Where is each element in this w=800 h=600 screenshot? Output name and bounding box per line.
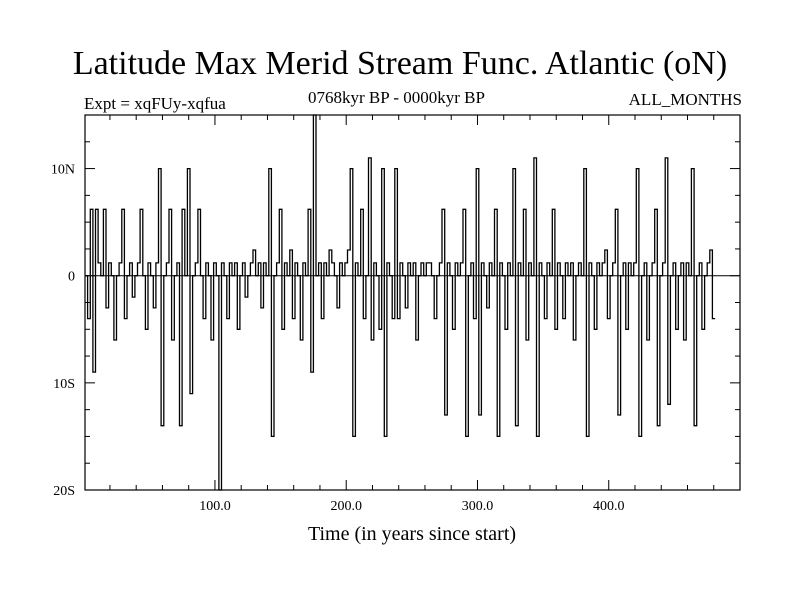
months-label: ALL_MONTHS [628, 90, 742, 109]
x-tick-label: 300.0 [462, 499, 494, 514]
y-tick-label: 10S [53, 377, 75, 392]
y-tick-label: 10N [51, 163, 75, 178]
experiment-label: Expt = xqFUy-xqfua [84, 94, 226, 113]
y-tick-label: 0 [68, 270, 75, 285]
period-label: 0768kyr BP - 0000kyr BP [308, 88, 485, 107]
series-line [85, 114, 716, 491]
x-tick-label: 100.0 [199, 499, 231, 514]
x-tick-label: 200.0 [330, 499, 362, 514]
y-tick-label: 20S [53, 484, 75, 499]
chart-title: Latitude Max Merid Stream Func. Atlantic… [72, 45, 728, 82]
x-axis-title: Time (in years since start) [308, 523, 516, 545]
x-tick-label: 400.0 [593, 499, 625, 514]
